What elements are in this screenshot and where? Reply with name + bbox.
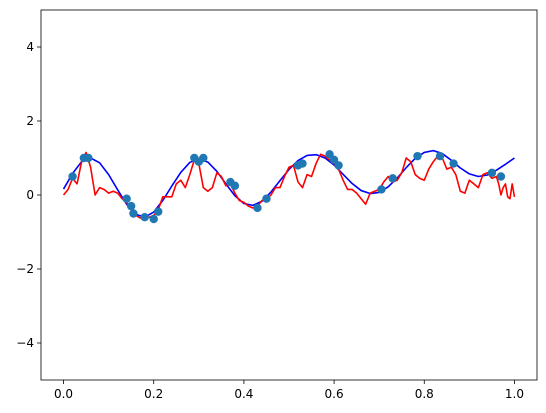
scatter-point [154, 207, 163, 216]
scatter-point [334, 161, 343, 170]
y-tick-label: −4 [16, 336, 34, 350]
x-tick-label: 0.0 [54, 387, 73, 401]
scatter-point [329, 155, 339, 165]
scatter-point [68, 172, 77, 181]
x-tick-label: 0.8 [415, 387, 434, 401]
scatter-point [496, 172, 506, 181]
scatter-point [253, 203, 262, 213]
scatter-point [298, 159, 307, 168]
x-tick-label: 0.4 [234, 387, 253, 401]
y-tick-label: 2 [26, 114, 34, 128]
scatter-point [388, 174, 397, 183]
x-tick-label: 0.6 [325, 387, 344, 401]
scatter-point [435, 151, 445, 161]
scatter-point [140, 213, 149, 222]
series-layer [62, 149, 516, 224]
scatter-point [199, 153, 208, 163]
y-axis: −4 −2 0 2 4 [16, 40, 41, 350]
scatter-point [449, 159, 458, 168]
scatter-point [84, 153, 93, 163]
y-tick-label: 4 [26, 40, 34, 54]
scatter-point [325, 150, 334, 159]
scatter-point [126, 201, 136, 211]
scatter-point [487, 168, 497, 177]
scatter-point [129, 209, 138, 218]
x-tick-label: 1.0 [505, 387, 524, 401]
x-tick-label: 0.2 [144, 387, 163, 401]
scatter-point [149, 214, 158, 224]
scatter-point [262, 194, 271, 203]
scatter-point [122, 194, 131, 203]
y-tick-label: −2 [16, 262, 34, 276]
x-axis: 0.0 0.2 0.4 0.6 0.8 1.0 [54, 380, 524, 401]
scatter-point [413, 151, 422, 161]
scatter-point [230, 181, 240, 190]
y-tick-label: 0 [26, 188, 34, 202]
scatter-point [377, 185, 386, 194]
